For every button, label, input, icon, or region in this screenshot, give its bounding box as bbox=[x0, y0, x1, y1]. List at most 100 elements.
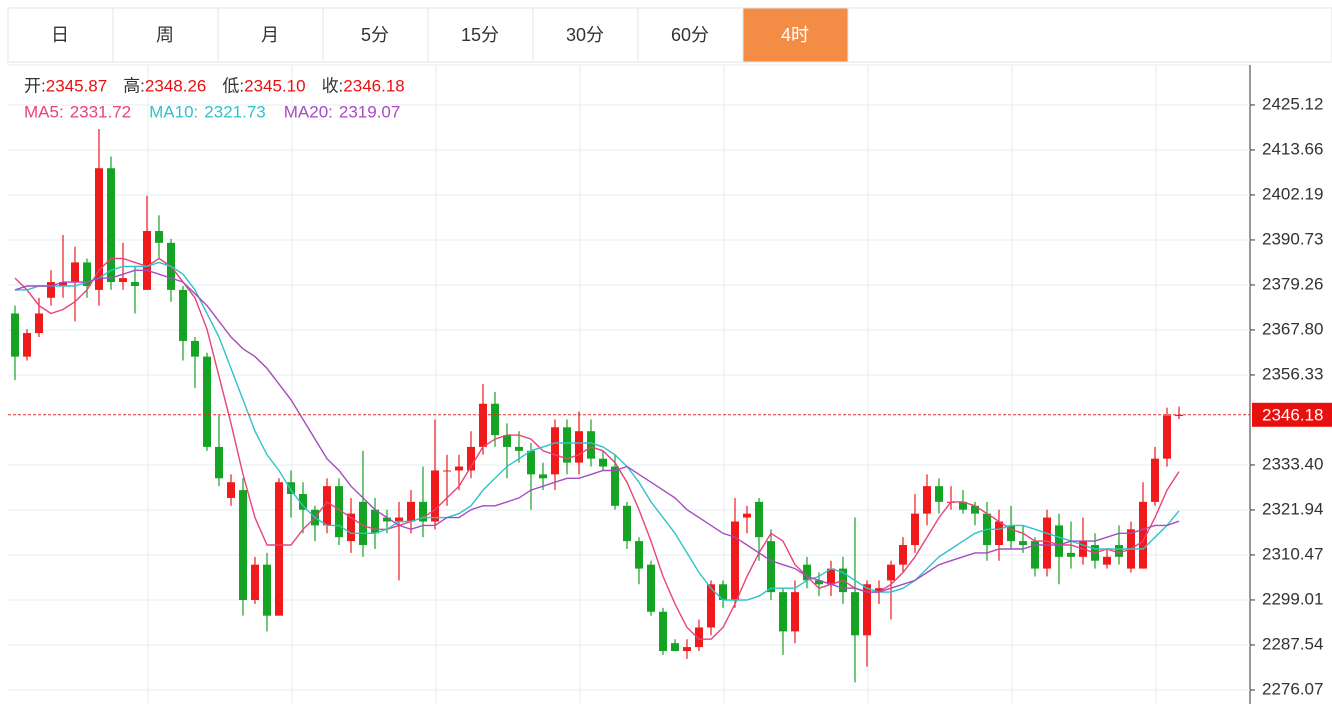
ohlc-value: 2345.10 bbox=[244, 76, 305, 95]
candle-body bbox=[875, 588, 883, 593]
candle-body bbox=[83, 262, 91, 286]
header: 开: 2345.87 高: 2348.26 低: 2345.10 收: 2346.18 MA5:… bbox=[24, 76, 405, 121]
candle-body bbox=[827, 568, 835, 585]
plot: 2346.18 bbox=[8, 128, 1332, 683]
candle-body bbox=[1163, 415, 1171, 459]
candle-body bbox=[23, 333, 31, 357]
candle-body bbox=[911, 513, 919, 546]
candle-body bbox=[851, 592, 859, 636]
candle-body bbox=[431, 470, 439, 522]
candle-body bbox=[803, 564, 811, 581]
candle-body bbox=[71, 262, 79, 283]
tab[interactable] bbox=[322, 7, 429, 63]
ohlc-value: 2346.18 bbox=[343, 76, 404, 95]
ma-value: 2331.72 bbox=[70, 102, 131, 121]
candle-body bbox=[371, 509, 379, 534]
candle-body bbox=[35, 313, 43, 334]
candle-body bbox=[863, 584, 871, 636]
candle-body bbox=[155, 231, 163, 243]
ma-label: MA10: bbox=[149, 102, 198, 121]
candle-body bbox=[1055, 525, 1063, 557]
y-tick-label: 2287.54 bbox=[1262, 634, 1323, 653]
candle-body bbox=[1019, 541, 1027, 546]
candle-body bbox=[227, 482, 235, 498]
y-tick-label: 2367.80 bbox=[1262, 319, 1323, 338]
candle-body bbox=[527, 450, 535, 475]
candle-body bbox=[515, 446, 523, 451]
y-tick-label: 2379.26 bbox=[1262, 274, 1323, 293]
candle-body bbox=[215, 446, 223, 479]
candle-body bbox=[455, 466, 463, 471]
candle-body bbox=[203, 356, 211, 447]
candle-body bbox=[935, 486, 943, 502]
candle-body bbox=[491, 403, 499, 436]
candle-body bbox=[1175, 414, 1183, 417]
ohlc-value: 2348.26 bbox=[145, 76, 206, 95]
candle-body bbox=[59, 282, 67, 286]
candle-body bbox=[743, 513, 751, 518]
candle-body bbox=[815, 580, 823, 585]
candle-body bbox=[47, 282, 55, 298]
candle-body bbox=[1007, 525, 1015, 542]
tab-label[interactable]: 月 bbox=[261, 25, 279, 45]
tab[interactable] bbox=[7, 7, 114, 63]
y-tick-label: 2276.07 bbox=[1262, 679, 1323, 698]
tab-label[interactable]: 日 bbox=[51, 25, 69, 45]
candle-body bbox=[635, 541, 643, 569]
tab-label[interactable]: 5分 bbox=[361, 25, 389, 45]
y-tick-label: 2390.73 bbox=[1262, 229, 1323, 248]
candle-body bbox=[563, 427, 571, 463]
candle-body bbox=[287, 482, 295, 495]
candle-body bbox=[143, 231, 151, 290]
ma-value: 2321.73 bbox=[204, 102, 265, 121]
candle-body bbox=[623, 505, 631, 542]
candle-body bbox=[1043, 517, 1051, 569]
candle-body bbox=[659, 611, 667, 652]
candle-body bbox=[1067, 552, 1075, 557]
candle-body bbox=[1031, 541, 1039, 569]
candle-body bbox=[191, 340, 199, 357]
candle-body bbox=[323, 486, 331, 526]
y-tick-label: 2333.40 bbox=[1262, 454, 1323, 473]
ohlc-label: 高: bbox=[123, 76, 145, 95]
candle-body bbox=[1151, 458, 1159, 502]
tab[interactable] bbox=[532, 7, 639, 63]
candle-body bbox=[683, 647, 691, 652]
ohlc-label: 收: bbox=[322, 76, 344, 95]
y-tick-label: 2310.47 bbox=[1262, 544, 1323, 563]
candle-body bbox=[791, 592, 799, 632]
ma-value: 2319.07 bbox=[339, 102, 400, 121]
tab-label[interactable]: 周 bbox=[156, 25, 174, 45]
ma-label: MA5: bbox=[24, 102, 64, 121]
candle-body bbox=[263, 564, 271, 616]
tab-label[interactable]: 15分 bbox=[461, 25, 499, 45]
y-tick-label: 2413.66 bbox=[1262, 139, 1323, 158]
tab[interactable] bbox=[217, 7, 324, 63]
tab[interactable] bbox=[112, 7, 219, 63]
tabs: 日 周 月 5分 15分 30分 60分 4时 bbox=[7, 7, 849, 63]
ma-line bbox=[15, 261, 1180, 601]
ma-label: MA20: bbox=[284, 102, 333, 121]
candle-body bbox=[467, 446, 475, 471]
candle-body bbox=[131, 282, 139, 286]
candle-body bbox=[335, 486, 343, 538]
tab[interactable] bbox=[742, 7, 849, 63]
candle-body bbox=[923, 486, 931, 514]
candle-body bbox=[971, 505, 979, 514]
candle-body bbox=[707, 584, 715, 628]
candle-body bbox=[587, 431, 595, 459]
tab[interactable] bbox=[427, 7, 534, 63]
candle-body bbox=[719, 584, 727, 600]
tab-label[interactable]: 60分 bbox=[671, 25, 709, 45]
tab-label[interactable]: 4时 bbox=[781, 25, 809, 45]
candle-body bbox=[11, 313, 19, 357]
price-tag-label: 2346.18 bbox=[1262, 405, 1323, 424]
candle-body bbox=[671, 643, 679, 652]
candle-body bbox=[383, 517, 391, 522]
candle-body bbox=[347, 513, 355, 542]
candle-body bbox=[599, 458, 607, 467]
tab-label[interactable]: 30分 bbox=[566, 25, 604, 45]
price-tag bbox=[1252, 402, 1332, 427]
